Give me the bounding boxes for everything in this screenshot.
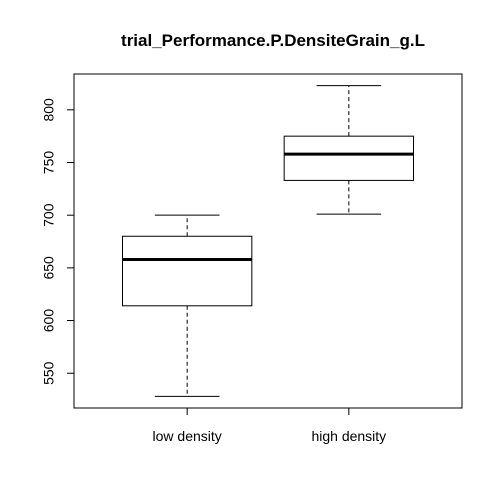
- y-tick-label: 800: [41, 98, 57, 122]
- box-group: [122, 214, 253, 397]
- y-tick-label: 700: [41, 203, 57, 227]
- box-iqr: [283, 135, 414, 181]
- x-tick-label: low density: [153, 428, 222, 444]
- x-tick-label: high density: [311, 428, 386, 444]
- y-tick-label: 550: [41, 361, 57, 385]
- boxes: [122, 85, 414, 397]
- y-tick-label: 750: [41, 151, 57, 175]
- y-tick-label: 600: [41, 309, 57, 333]
- y-tick-label: 650: [41, 256, 57, 280]
- box-group: [283, 85, 414, 215]
- box-iqr: [122, 235, 253, 307]
- x-axis: low density high density: [153, 407, 386, 444]
- chart-title: trial_Performance.P.DensiteGrain_g.L: [121, 31, 425, 50]
- y-axis: 550 600 650 700 750 800: [41, 98, 75, 385]
